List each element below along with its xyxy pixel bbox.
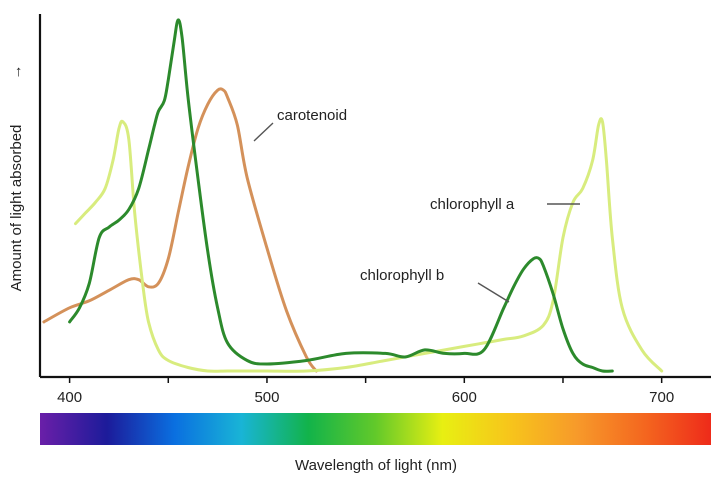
y-axis-arrow: →	[8, 65, 25, 80]
x-tick-label-600: 600	[452, 389, 477, 406]
spectrum-bar	[40, 413, 711, 445]
x-axis-title: Wavelength of light (nm)	[295, 457, 457, 474]
x-axis-tick-labels: 400 500 600 700	[57, 389, 674, 406]
label-chlorophyll-b: chlorophyll b	[360, 267, 444, 284]
x-tick-label-400: 400	[57, 389, 82, 406]
label-carotenoid: carotenoid	[277, 107, 347, 124]
series-line-chlorophyll-b	[68, 18, 614, 373]
leader-carotenoid	[253, 122, 274, 142]
leader-chlorophyll-b	[477, 282, 510, 303]
x-tick-label-700: 700	[649, 389, 674, 406]
series-line-chlorophyll-a	[74, 117, 664, 373]
x-axis-ticks	[68, 377, 663, 383]
series-curves	[42, 18, 664, 373]
x-tick-label-500: 500	[254, 389, 279, 406]
label-chlorophyll-a: chlorophyll a	[430, 196, 515, 213]
y-axis-title: Amount of light absorbed	[8, 125, 25, 292]
series-line-carotenoid	[42, 87, 318, 373]
